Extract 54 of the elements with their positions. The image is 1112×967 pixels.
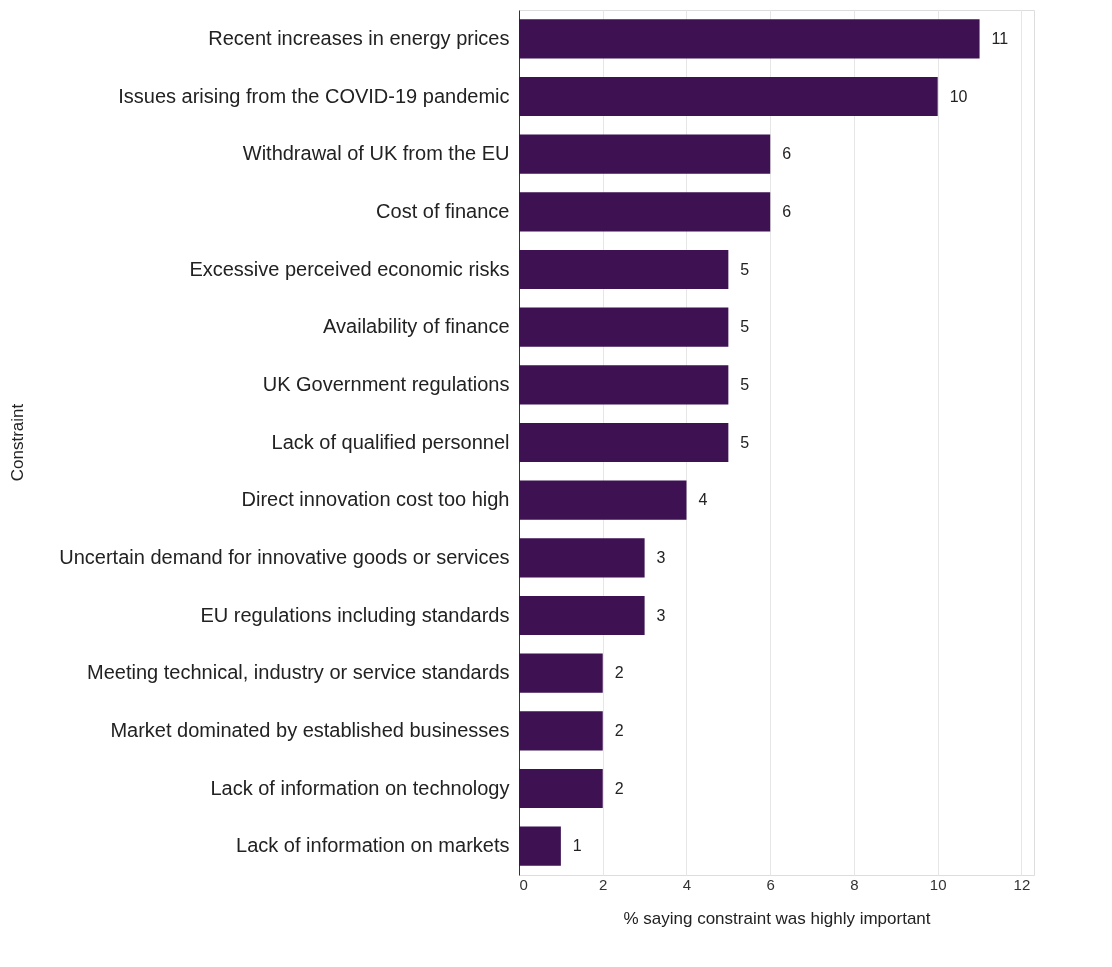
- bar: [519, 826, 561, 866]
- data-label: 5: [740, 375, 750, 393]
- bar: [519, 768, 603, 809]
- bar: [519, 307, 729, 347]
- data-label: 5: [740, 260, 750, 278]
- data-label: 11: [991, 29, 1009, 47]
- x-tick-label: 8: [850, 875, 859, 893]
- bar: [519, 76, 938, 117]
- data-label: 2: [614, 664, 624, 682]
- y-tick-label: Lack of qualified personnel: [271, 430, 510, 453]
- data-label: 2: [614, 779, 624, 797]
- data-label: 2: [614, 721, 624, 739]
- y-tick-label: Excessive perceived economic risks: [189, 257, 510, 280]
- x-tick-label: 12: [1013, 875, 1031, 893]
- bar: [519, 365, 729, 405]
- y-tick-label: Market dominated by established businesses: [110, 718, 510, 741]
- data-label: 6: [782, 145, 792, 163]
- x-tick-label: 4: [682, 875, 692, 893]
- y-tick-label: EU regulations including standards: [200, 603, 510, 626]
- data-label: 6: [782, 202, 792, 220]
- y-tick-label: Cost of finance: [376, 199, 510, 222]
- x-tick-label: 2: [599, 875, 608, 893]
- bar: [519, 711, 603, 751]
- y-tick-label: Availability of finance: [323, 315, 510, 338]
- y-tick-label: Uncertain demand for innovative goods or services: [59, 545, 510, 568]
- y-tick-label: Issues arising from the COVID-19 pandemic: [118, 84, 510, 107]
- x-axis-title: % saying constraint was highly important: [623, 908, 931, 928]
- bar: [519, 134, 771, 174]
- y-tick-label: Lack of information on markets: [236, 834, 510, 857]
- x-tick-label: 0: [519, 875, 528, 893]
- y-axis-title: Constraint: [7, 403, 27, 482]
- y-tick-label: Direct innovation cost too high: [241, 488, 510, 511]
- data-label: 10: [949, 87, 968, 105]
- y-tick-label: Recent increases in energy prices: [208, 26, 510, 49]
- data-label: 3: [656, 606, 666, 624]
- x-tick-label: 10: [929, 875, 947, 893]
- data-label: 5: [740, 433, 750, 451]
- bar: [519, 192, 771, 232]
- bar: [519, 480, 687, 520]
- bar: [519, 19, 980, 59]
- y-tick-label: UK Government regulations: [262, 372, 510, 395]
- y-tick-label: Meeting technical, industry or service standards: [87, 661, 510, 684]
- bar: [519, 595, 645, 636]
- x-tick-label: 6: [766, 875, 775, 893]
- data-label: 3: [656, 548, 666, 566]
- data-label: 1: [572, 837, 582, 855]
- data-label: 5: [740, 318, 750, 336]
- y-tick-label: Withdrawal of UK from the EU: [242, 142, 510, 165]
- data-label: 4: [698, 491, 708, 509]
- bar: [519, 249, 729, 290]
- y-tick-label: Lack of information on technology: [210, 776, 510, 799]
- bar: [519, 653, 603, 693]
- bar: [519, 538, 645, 578]
- bar: [519, 422, 729, 463]
